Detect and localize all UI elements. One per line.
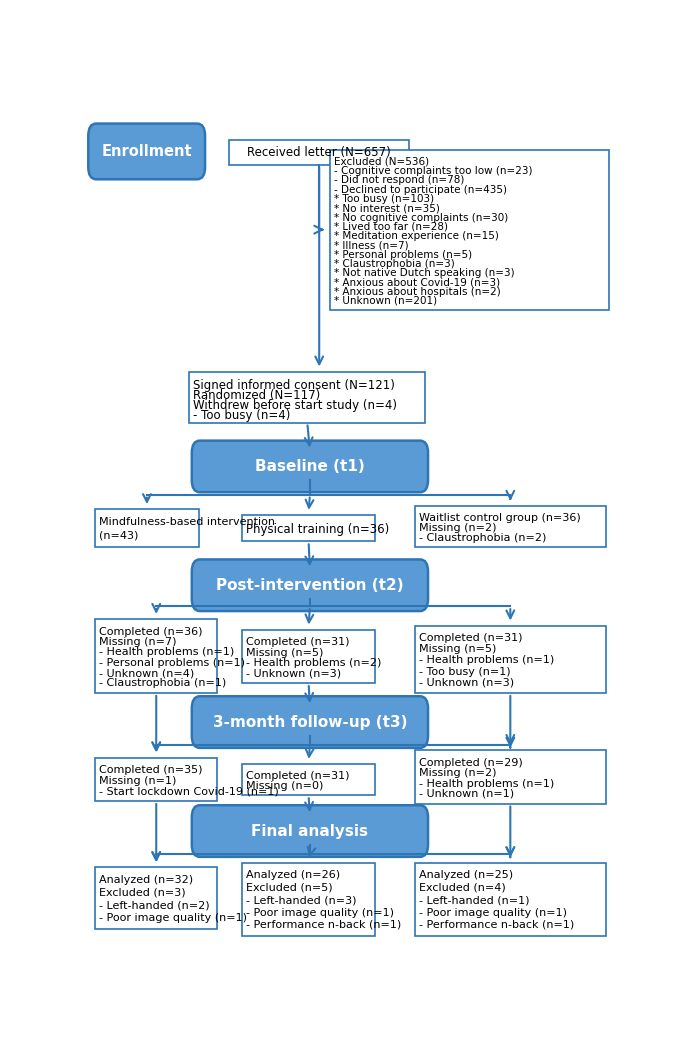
FancyBboxPatch shape <box>242 515 375 542</box>
Text: * Anxious about Covid-19 (n=3): * Anxious about Covid-19 (n=3) <box>334 278 500 287</box>
FancyBboxPatch shape <box>95 510 199 547</box>
Text: - Cognitive complaints too low (n=23): - Cognitive complaints too low (n=23) <box>334 166 532 177</box>
FancyBboxPatch shape <box>192 440 428 493</box>
Text: Physical training (n=36): Physical training (n=36) <box>247 523 390 536</box>
Text: - Poor image quality (n=1): - Poor image quality (n=1) <box>247 908 395 917</box>
Text: * Unknown (n=201): * Unknown (n=201) <box>334 296 437 306</box>
Text: Missing (n=0): Missing (n=0) <box>247 781 324 792</box>
Text: * Personal problems (n=5): * Personal problems (n=5) <box>334 250 472 260</box>
FancyBboxPatch shape <box>242 630 375 683</box>
FancyBboxPatch shape <box>414 506 606 547</box>
Text: - Left-handed (n=1): - Left-handed (n=1) <box>419 895 530 905</box>
Text: Received letter (N=657): Received letter (N=657) <box>247 146 391 159</box>
Text: Analyzed (n=26): Analyzed (n=26) <box>247 870 340 880</box>
Text: Analyzed (n=25): Analyzed (n=25) <box>419 870 513 880</box>
Text: Mindfulness-based intervention: Mindfulness-based intervention <box>99 517 275 527</box>
Text: * Too busy (n=103): * Too busy (n=103) <box>334 194 434 204</box>
Text: Post-intervention (t2): Post-intervention (t2) <box>216 578 403 593</box>
Text: - Declined to participate (n=435): - Declined to participate (n=435) <box>334 185 507 195</box>
Text: Excluded (n=4): Excluded (n=4) <box>419 883 506 893</box>
FancyBboxPatch shape <box>192 805 428 857</box>
Text: Completed (n=31): Completed (n=31) <box>419 633 523 644</box>
Text: - Health problems (n=1): - Health problems (n=1) <box>99 647 235 658</box>
Text: - Unknown (n=3): - Unknown (n=3) <box>247 668 342 679</box>
Text: Randomized (N=117): Randomized (N=117) <box>193 388 321 402</box>
Text: Missing (n=2): Missing (n=2) <box>419 768 497 778</box>
Text: - Health problems (n=1): - Health problems (n=1) <box>419 779 554 788</box>
FancyBboxPatch shape <box>229 140 410 165</box>
FancyBboxPatch shape <box>95 619 217 693</box>
Text: Missing (n=5): Missing (n=5) <box>419 645 497 654</box>
FancyBboxPatch shape <box>95 867 217 929</box>
Text: Enrollment: Enrollment <box>101 144 192 159</box>
Text: Missing (n=1): Missing (n=1) <box>99 776 177 785</box>
FancyBboxPatch shape <box>329 150 608 310</box>
Text: Withdrew before start study (n=4): Withdrew before start study (n=4) <box>193 399 397 412</box>
Text: - Too busy (n=1): - Too busy (n=1) <box>419 667 510 677</box>
Text: Waitlist control group (n=36): Waitlist control group (n=36) <box>419 514 581 523</box>
Text: Missing (n=5): Missing (n=5) <box>247 648 324 658</box>
FancyBboxPatch shape <box>242 863 375 936</box>
Text: 3-month follow-up (t3): 3-month follow-up (t3) <box>212 715 407 730</box>
FancyBboxPatch shape <box>95 758 217 801</box>
Text: (n=43): (n=43) <box>99 530 139 541</box>
Text: * Claustrophobia (n=3): * Claustrophobia (n=3) <box>334 259 455 269</box>
Text: - Did not respond (n=78): - Did not respond (n=78) <box>334 176 464 185</box>
FancyBboxPatch shape <box>242 764 375 796</box>
Text: * No cognitive complaints (n=30): * No cognitive complaints (n=30) <box>334 213 508 222</box>
Text: Completed (n=29): Completed (n=29) <box>419 758 523 767</box>
FancyBboxPatch shape <box>192 560 428 611</box>
Text: - Performance n-back (n=1): - Performance n-back (n=1) <box>419 920 574 930</box>
Text: * Illness (n=7): * Illness (n=7) <box>334 240 409 250</box>
Text: * Meditation experience (n=15): * Meditation experience (n=15) <box>334 231 499 242</box>
Text: - Health problems (n=1): - Health problems (n=1) <box>419 655 554 665</box>
Text: - Unknown (n=4): - Unknown (n=4) <box>99 668 195 678</box>
Text: Completed (n=36): Completed (n=36) <box>99 627 203 636</box>
Text: * Not native Dutch speaking (n=3): * Not native Dutch speaking (n=3) <box>334 268 514 278</box>
Text: - Claustrophobia (n=2): - Claustrophobia (n=2) <box>419 533 547 543</box>
FancyBboxPatch shape <box>414 863 606 936</box>
Text: - Unknown (n=3): - Unknown (n=3) <box>419 678 514 687</box>
Text: - Too busy (n=4): - Too busy (n=4) <box>193 409 290 421</box>
Text: Excluded (N=536): Excluded (N=536) <box>334 156 429 167</box>
Text: Missing (n=2): Missing (n=2) <box>419 523 497 533</box>
FancyBboxPatch shape <box>414 626 606 693</box>
Text: Missing (n=7): Missing (n=7) <box>99 637 177 647</box>
Text: - Health problems (n=2): - Health problems (n=2) <box>247 659 382 668</box>
FancyBboxPatch shape <box>189 371 425 422</box>
Text: * No interest (n=35): * No interest (n=35) <box>334 203 440 213</box>
Text: - Poor image quality (n=1): - Poor image quality (n=1) <box>419 908 567 917</box>
Text: - Start lockdown Covid-19 (n=1): - Start lockdown Covid-19 (n=1) <box>99 786 279 796</box>
Text: - Unknown (n=1): - Unknown (n=1) <box>419 789 514 799</box>
FancyBboxPatch shape <box>88 123 205 180</box>
Text: Baseline (t1): Baseline (t1) <box>255 459 365 473</box>
Text: Final analysis: Final analysis <box>251 824 369 838</box>
Text: * Lived too far (n=28): * Lived too far (n=28) <box>334 221 448 232</box>
FancyBboxPatch shape <box>414 750 606 803</box>
FancyBboxPatch shape <box>192 696 428 748</box>
Text: - Personal problems (n=1): - Personal problems (n=1) <box>99 658 245 668</box>
Text: - Performance n-back (n=1): - Performance n-back (n=1) <box>247 920 401 930</box>
Text: - Poor image quality (n=1): - Poor image quality (n=1) <box>99 913 247 922</box>
Text: - Left-handed (n=2): - Left-handed (n=2) <box>99 900 210 910</box>
Text: Analyzed (n=32): Analyzed (n=32) <box>99 875 194 885</box>
Text: * Anxious about hospitals (n=2): * Anxious about hospitals (n=2) <box>334 286 501 297</box>
Text: - Left-handed (n=3): - Left-handed (n=3) <box>247 895 357 905</box>
Text: - Claustrophobia (n=1): - Claustrophobia (n=1) <box>99 679 227 688</box>
Text: Excluded (n=3): Excluded (n=3) <box>99 887 186 898</box>
Text: Signed informed consent (N=121): Signed informed consent (N=121) <box>193 379 395 392</box>
Text: Excluded (n=5): Excluded (n=5) <box>247 883 333 893</box>
Text: Completed (n=31): Completed (n=31) <box>247 771 350 781</box>
Text: Completed (n=31): Completed (n=31) <box>247 637 350 647</box>
Text: Completed (n=35): Completed (n=35) <box>99 765 203 775</box>
